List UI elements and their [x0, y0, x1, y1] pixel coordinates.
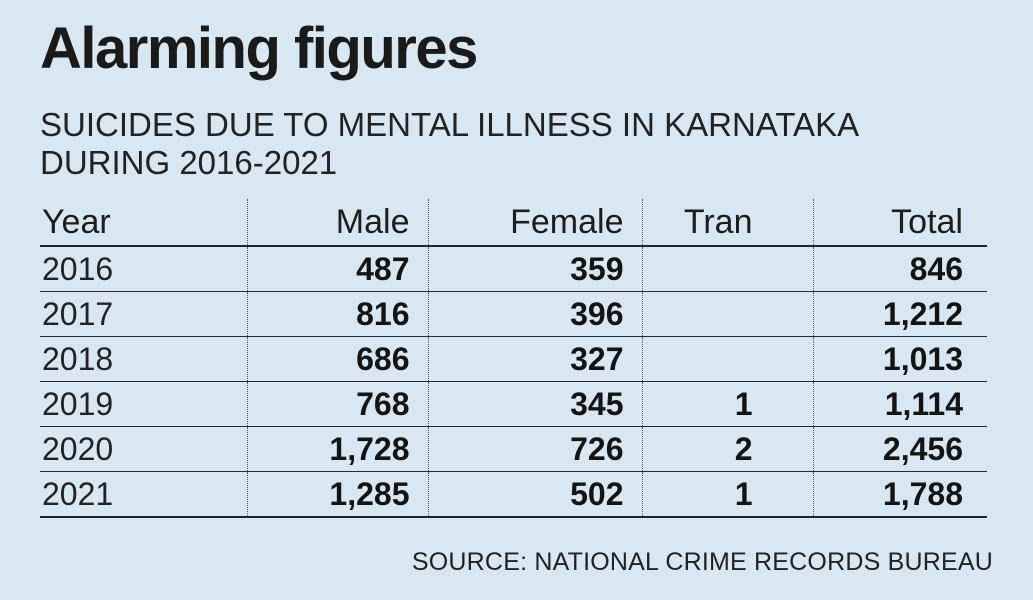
cell-tran: [641, 291, 813, 337]
column-header-total: Total: [812, 199, 987, 247]
cell-year: 2021: [40, 471, 247, 518]
chart-subtitle: SUICIDES DUE TO MENTAL ILLNESS IN KARNAT…: [40, 106, 858, 181]
table-row: 2017 816 396 1,212: [40, 291, 987, 337]
cell-year: 2020: [40, 426, 247, 472]
table-header-row: Year Male Female Tran Total: [40, 199, 987, 247]
cell-tran: 1: [641, 471, 813, 518]
table-row: 2016 487 359 846: [40, 246, 987, 292]
column-header-tran: Tran: [641, 199, 813, 247]
cell-year: 2017: [40, 291, 247, 337]
cell-total: 1,013: [812, 336, 987, 382]
cell-male: 487: [246, 246, 428, 292]
table-row: 2019 768 345 1 1,114: [40, 381, 987, 427]
cell-male: 816: [246, 291, 428, 337]
column-header-male: Male: [246, 199, 428, 247]
cell-year: 2016: [40, 246, 247, 292]
cell-total: 2,456: [812, 426, 987, 472]
cell-male: 686: [246, 336, 428, 382]
cell-female: 345: [427, 381, 642, 427]
cell-female: 359: [427, 246, 642, 292]
cell-total: 1,788: [812, 471, 987, 518]
cell-year: 2018: [40, 336, 247, 382]
cell-female: 726: [427, 426, 642, 472]
cell-year: 2019: [40, 381, 247, 427]
source-note: SOURCE: NATIONAL CRIME RECORDS BUREAU: [411, 548, 993, 576]
data-table: Year Male Female Tran Total 2016 487 359…: [40, 199, 987, 518]
column-header-year: Year: [40, 199, 247, 247]
cell-total: 1,114: [812, 381, 987, 427]
cell-tran: [641, 246, 813, 292]
cell-female: 396: [427, 291, 642, 337]
chart-title: Alarming figures: [40, 16, 478, 81]
table-row: 2018 686 327 1,013: [40, 336, 987, 382]
cell-tran: 2: [641, 426, 813, 472]
table-row: 2021 1,285 502 1 1,788: [40, 471, 987, 518]
cell-tran: 1: [641, 381, 813, 427]
cell-female: 327: [427, 336, 642, 382]
cell-male: 1,728: [246, 426, 428, 472]
cell-total: 1,212: [812, 291, 987, 337]
table-row: 2020 1,728 726 2 2,456: [40, 426, 987, 472]
cell-total: 846: [812, 246, 987, 292]
column-header-female: Female: [427, 199, 642, 247]
cell-female: 502: [427, 471, 642, 518]
cell-male: 1,285: [246, 471, 428, 518]
cell-tran: [641, 336, 813, 382]
cell-male: 768: [246, 381, 428, 427]
